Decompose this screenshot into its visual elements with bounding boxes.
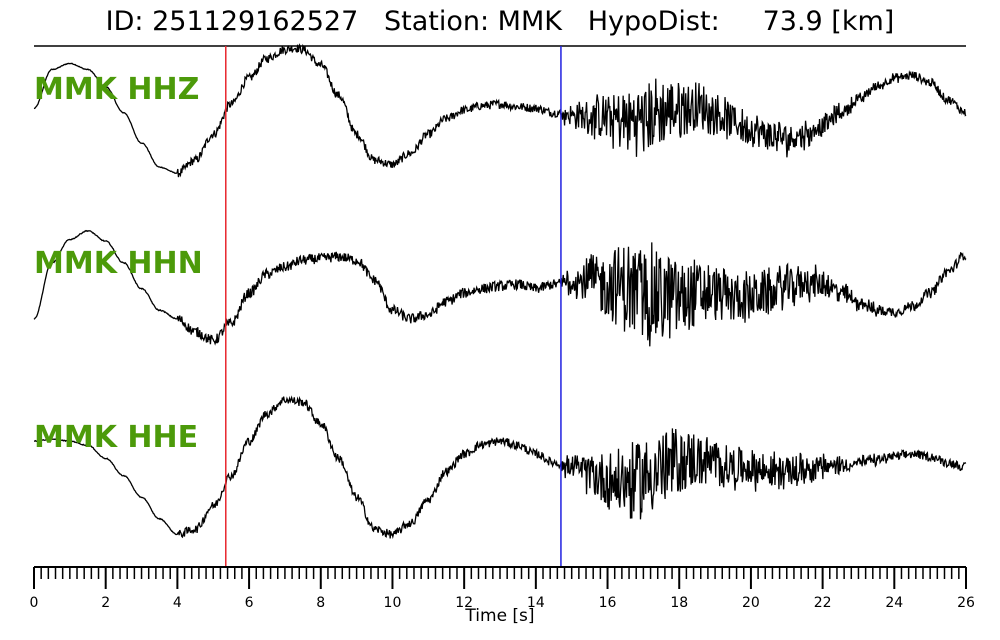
- channel-label-hhn: MMK HHN: [34, 246, 203, 281]
- x-tick-label: 12: [455, 595, 473, 611]
- channel-label-hhe: MMK HHE: [34, 420, 199, 455]
- x-tick-label: 24: [885, 595, 903, 611]
- trace-mmk-hhe: [33, 395, 967, 540]
- trace-group: [33, 43, 967, 540]
- x-tick-label: 22: [814, 595, 832, 611]
- x-tick-label: 18: [670, 595, 688, 611]
- x-tick-label: 4: [173, 595, 182, 611]
- x-tick-label: 16: [599, 595, 617, 611]
- x-tick-label: 0: [30, 595, 39, 611]
- channel-label-hhz: MMK HHZ: [34, 72, 200, 107]
- x-tick-label: 10: [384, 595, 402, 611]
- trace-mmk-hhz: [33, 43, 967, 178]
- x-tick-label: 20: [742, 595, 760, 611]
- trace-mmk-hhn: [33, 229, 967, 347]
- time-axis: 0 2 4 6 8 10 12 14 16 18 20 22 24 26: [30, 566, 975, 611]
- x-tick-label: 26: [957, 595, 975, 611]
- x-tick-label: 2: [101, 595, 110, 611]
- x-tick-label: 6: [245, 595, 254, 611]
- chart-title: ID: 251129162527 Station: MMK HypoDist: …: [105, 6, 895, 37]
- x-axis-label: Time [s]: [465, 606, 535, 626]
- x-tick-label: 14: [527, 595, 545, 611]
- x-tick-label: 8: [316, 595, 325, 611]
